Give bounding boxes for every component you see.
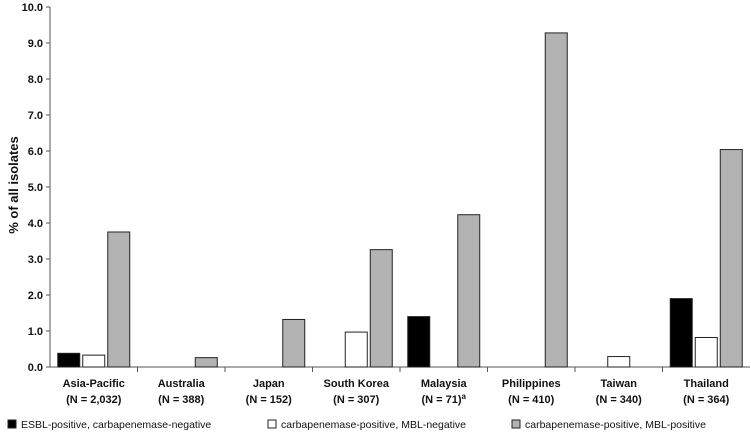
x-tick-label-n: (N = 410) (508, 394, 554, 406)
x-tick-label: Japan (253, 378, 285, 390)
x-tick-label: Malaysia (421, 378, 468, 390)
legend-label: carbapenemase-positive, MBL-positive (525, 419, 706, 431)
y-tick-label: 3.0 (28, 254, 43, 266)
legend-swatch (267, 419, 277, 429)
x-tick-label-n: (N = 71)a (422, 392, 467, 406)
bar (344, 331, 368, 368)
y-tick-label: 7.0 (28, 110, 43, 122)
x-tick-label-n: (N = 388) (158, 394, 204, 406)
bar (719, 149, 743, 368)
y-tick-label: 6.0 (28, 146, 43, 158)
y-axis-label: % of all isolates (6, 136, 21, 234)
x-tick-label-n: (N = 364) (683, 394, 729, 406)
x-tick-label-n: (N = 152) (246, 394, 292, 406)
legend-label: ESBL-positive, carbapenemase-negative (21, 419, 211, 431)
y-tick-label: 4.0 (28, 218, 43, 230)
legend-swatch (7, 419, 17, 429)
x-tick-label: South Korea (324, 378, 390, 390)
bar (457, 214, 481, 368)
bar (607, 356, 631, 368)
y-tick-label: 0.0 (28, 362, 43, 374)
x-tick-label: Taiwan (601, 378, 638, 390)
y-tick-label: 8.0 (28, 74, 43, 86)
y-tick-label: 5.0 (28, 182, 43, 194)
y-tick-label: 1.0 (28, 326, 43, 338)
bar (694, 336, 718, 368)
y-tick-label: 9.0 (28, 38, 43, 50)
plot-area: 0.0 1.0 2.0 3.0 4.0 5.0 6.0 7.0 8.0 9.0 10.0 Asia-P… (22, 2, 750, 406)
legend: ESBL-positive, carbapenemase-negative car… (7, 419, 706, 431)
bar (407, 316, 431, 368)
bar (544, 32, 568, 368)
bar (369, 249, 393, 368)
x-tick-label-n: (N = 2,032) (66, 394, 122, 406)
x-tick-label-n: (N = 307) (333, 394, 379, 406)
bar (82, 354, 106, 368)
bar (194, 357, 218, 368)
legend-swatch (511, 419, 521, 429)
x-tick-label: Philippines (502, 378, 561, 390)
x-tick-label-n: (N = 340) (596, 394, 642, 406)
x-tick-label: Thailand (684, 378, 729, 390)
legend-label: carbapenemase-positive, MBL-negative (281, 419, 466, 431)
bar (282, 318, 306, 368)
y-tick-label: 10.0 (22, 2, 43, 14)
y-tick-label: 2.0 (28, 290, 43, 302)
bar (57, 352, 81, 368)
x-tick-label: Asia-Pacific (63, 378, 125, 390)
bar (669, 298, 693, 368)
bar (107, 231, 131, 368)
x-tick-label: Australia (158, 378, 206, 390)
